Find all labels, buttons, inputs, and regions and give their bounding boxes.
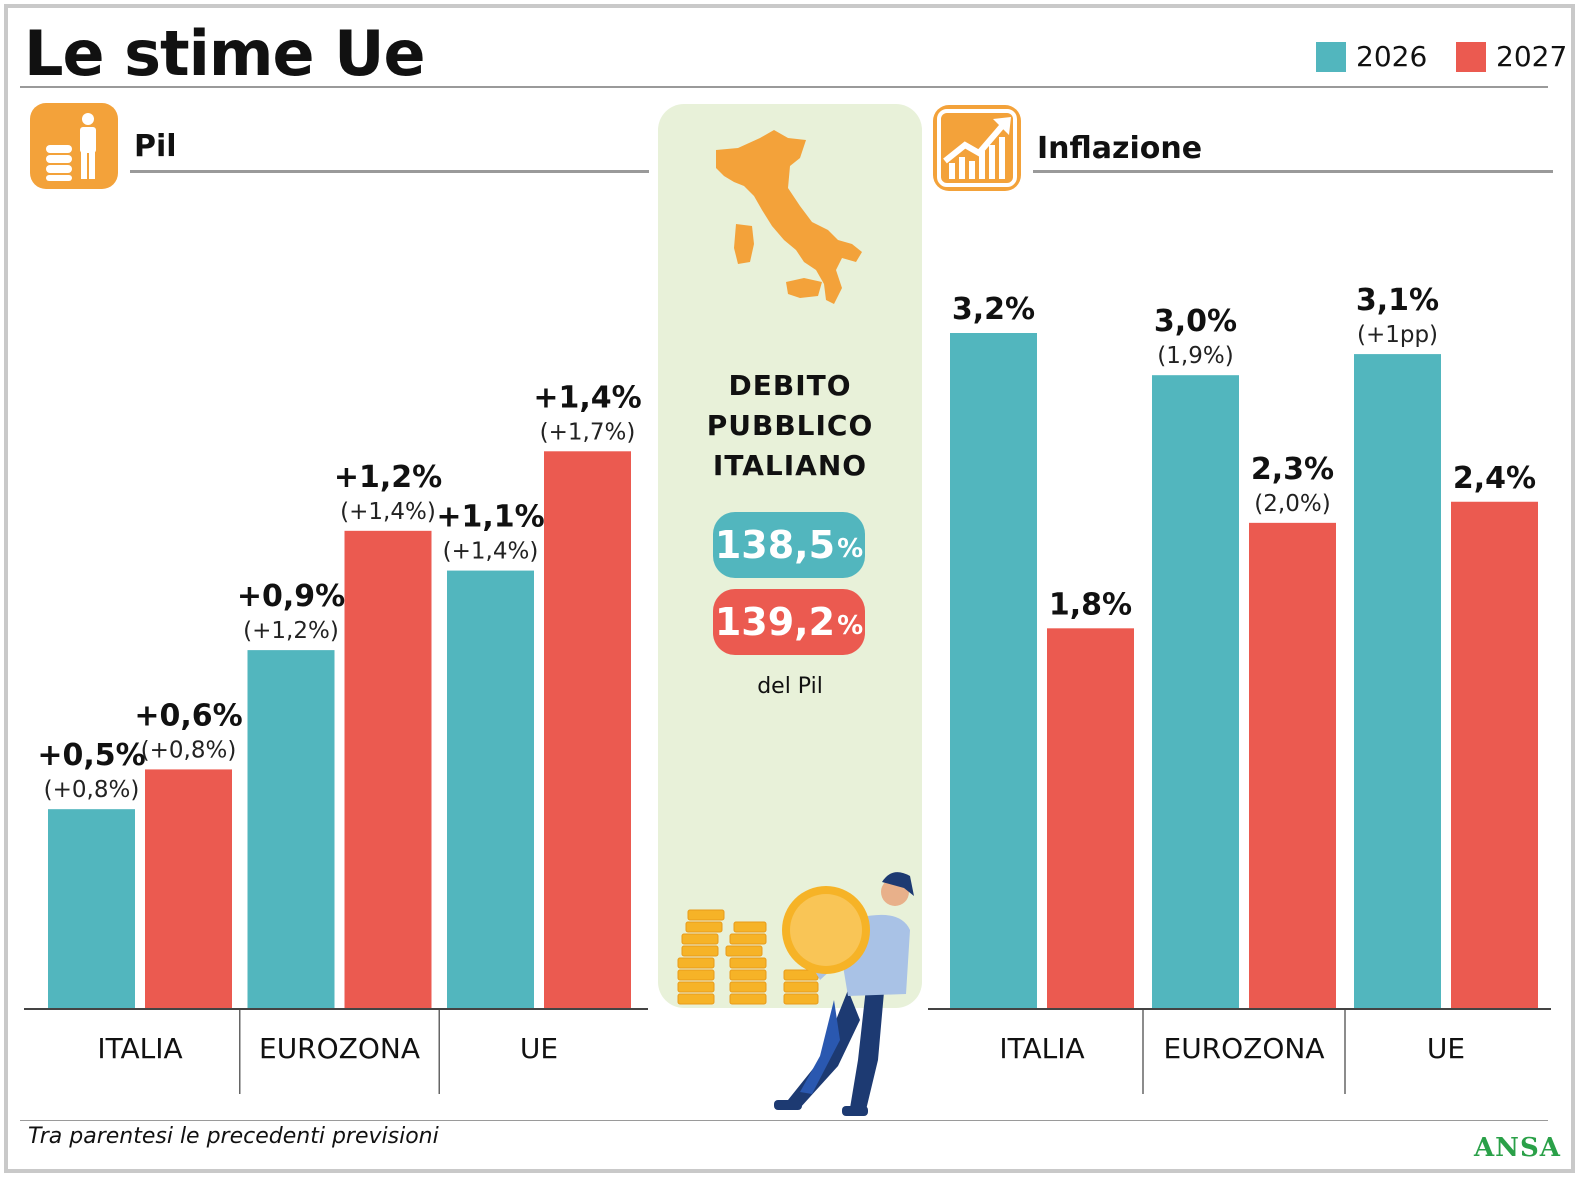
data-label: 1,8%: [1049, 587, 1132, 622]
bar-0-italia-2027: [145, 769, 232, 1008]
legend-label-2026: 2026: [1356, 40, 1428, 73]
image-frame: [4, 4, 1575, 1173]
previous-forecast-label: (+1pp): [1357, 322, 1438, 348]
footnote: Tra parentesi le precedenti previsioni: [28, 1124, 439, 1149]
debt-badge-2026: 138,5%: [713, 512, 865, 578]
debt-unit-2027: %: [837, 611, 864, 641]
bar-0-ue-2026: [447, 570, 534, 1008]
debt-note: del Pil: [757, 674, 823, 699]
previous-forecast-label: (+1,4%): [443, 539, 539, 565]
section-rule-pil: [130, 170, 649, 173]
legend-label-2027: 2027: [1496, 40, 1568, 73]
bar-1-ue-2026: [1354, 354, 1441, 1008]
category-label: UE: [520, 1032, 558, 1065]
bar-1-italia-2026: [950, 333, 1037, 1008]
bar-0-eurozona-2027: [344, 530, 432, 1008]
bar-1-italia-2027: [1047, 628, 1134, 1008]
page-title: Le stime Ue: [24, 17, 426, 90]
bar-0-italia-2026: [48, 809, 135, 1008]
data-label: 3,1%: [1356, 283, 1439, 318]
debt-title-line-3: ITALIANO: [712, 449, 868, 482]
title-rule: [20, 86, 1548, 88]
bar-1-eurozona-2027: [1249, 522, 1336, 1008]
section-header-pil: Pil: [30, 103, 177, 189]
ansa-logo: ANSA: [1474, 1133, 1561, 1163]
previous-forecast-label: (1,9%): [1157, 343, 1233, 369]
debt-title-line-2: PUBBLICO: [706, 409, 874, 442]
previous-forecast-label: (+1,2%): [243, 618, 339, 644]
legend-swatch-2027: [1456, 41, 1486, 72]
section-title-pil: Pil: [134, 128, 177, 164]
legend-swatch-2026: [1316, 41, 1346, 72]
data-label: +1,1%: [436, 500, 544, 535]
category-label: EUROZONA: [1164, 1032, 1325, 1065]
coins-person-icon: [30, 103, 118, 189]
previous-forecast-label: (+0,8%): [44, 777, 140, 803]
bar-1-ue-2027: [1451, 501, 1538, 1008]
previous-forecast-label: (2,0%): [1254, 491, 1330, 517]
category-label: EUROZONA: [259, 1032, 420, 1065]
debt-unit-2026: %: [837, 534, 864, 564]
debt-title-line-1: DEBITO: [728, 369, 852, 402]
section-header-inflazione: Inflazione: [933, 105, 1202, 191]
data-label: 3,2%: [952, 292, 1035, 327]
bar-0-eurozona-2026: [247, 650, 335, 1008]
previous-forecast-label: (+1,7%): [540, 419, 636, 445]
data-label: 2,4%: [1453, 461, 1536, 496]
debt-value-2026: 138,5: [714, 523, 836, 567]
data-label: +0,9%: [237, 579, 345, 614]
bar-0-ue-2027: [544, 451, 631, 1008]
legend-item-2027: 2027: [1456, 40, 1567, 73]
category-label: UE: [1427, 1032, 1465, 1065]
data-label: +1,2%: [334, 460, 442, 495]
data-label: +0,5%: [37, 738, 145, 773]
debt-badge-2027: 139,2%: [713, 589, 865, 655]
legend-item-2026: 2026: [1316, 40, 1427, 73]
footer-rule: [20, 1120, 1548, 1121]
previous-forecast-label: (+1,4%): [340, 499, 436, 525]
data-label: 2,3%: [1251, 452, 1334, 487]
category-label: ITALIA: [97, 1032, 182, 1065]
data-label: 3,0%: [1154, 304, 1237, 339]
section-rule-inflazione: [1033, 170, 1553, 173]
debt-title: DEBITO PUBBLICO ITALIANO: [658, 366, 922, 486]
previous-forecast-label: (+0,8%): [141, 737, 237, 763]
data-label: +1,4%: [533, 380, 641, 415]
data-label: +0,6%: [134, 698, 242, 733]
rising-chart-icon: [933, 105, 1021, 191]
debt-value-2027: 139,2: [714, 600, 836, 644]
bar-1-eurozona-2026: [1152, 375, 1239, 1008]
section-title-inflazione: Inflazione: [1037, 130, 1203, 166]
category-label: ITALIA: [999, 1032, 1084, 1065]
